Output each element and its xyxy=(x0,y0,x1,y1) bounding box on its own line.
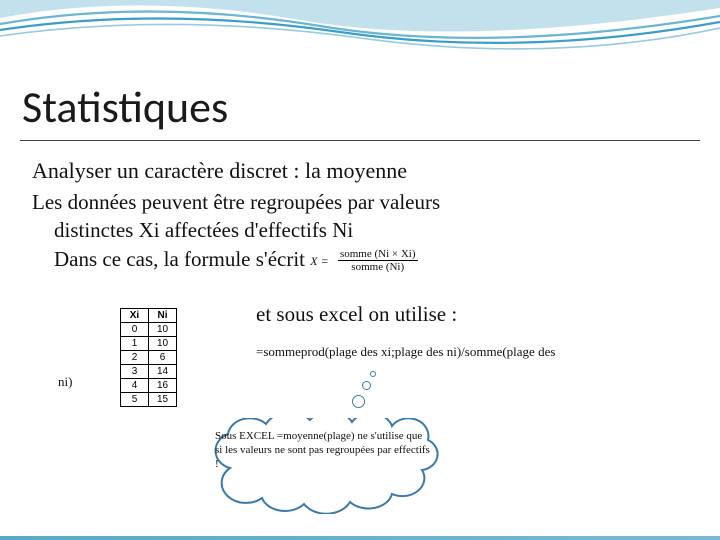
formula-lhs: X = xyxy=(310,254,328,268)
para-line-3: Dans ce cas, la formule s'écrit X = somm… xyxy=(32,245,692,274)
table-header-row: Xi Ni xyxy=(121,309,177,323)
excel-formula: =sommeprod(plage des xi;plage des ni)/so… xyxy=(256,344,555,360)
formula-fraction: somme (Ni × Xi) somme (Ni) xyxy=(338,248,418,273)
table-header-xi: Xi xyxy=(121,309,149,323)
cloud-text: Sous EXCEL =moyenne(plage) ne s'utilise … xyxy=(215,430,430,471)
para-line-2: distinctes Xi affectées d'effectifs Ni xyxy=(32,216,692,244)
excel-intro: et sous excel on utilise : xyxy=(256,302,457,327)
table-header-ni: Ni xyxy=(149,309,177,323)
slide-title: Statistiques xyxy=(22,80,228,134)
subtitle: Analyser un caractère discret : la moyen… xyxy=(32,158,407,184)
title-underline xyxy=(20,140,700,141)
wave-decoration xyxy=(0,0,720,60)
table-row: 515 xyxy=(121,393,177,407)
bottom-accent xyxy=(0,536,720,540)
table-row: 416 xyxy=(121,379,177,393)
table-row: 26 xyxy=(121,351,177,365)
table-row: 314 xyxy=(121,365,177,379)
excel-formula-tail: ni) xyxy=(58,374,72,390)
table-row: 010 xyxy=(121,323,177,337)
para-line-1: Les données peuvent être regroupées par … xyxy=(32,190,440,214)
body-text: Les données peuvent être regroupées par … xyxy=(32,188,692,273)
table-row: 110 xyxy=(121,337,177,351)
data-table: Xi Ni 010 110 26 314 416 515 xyxy=(120,308,177,407)
